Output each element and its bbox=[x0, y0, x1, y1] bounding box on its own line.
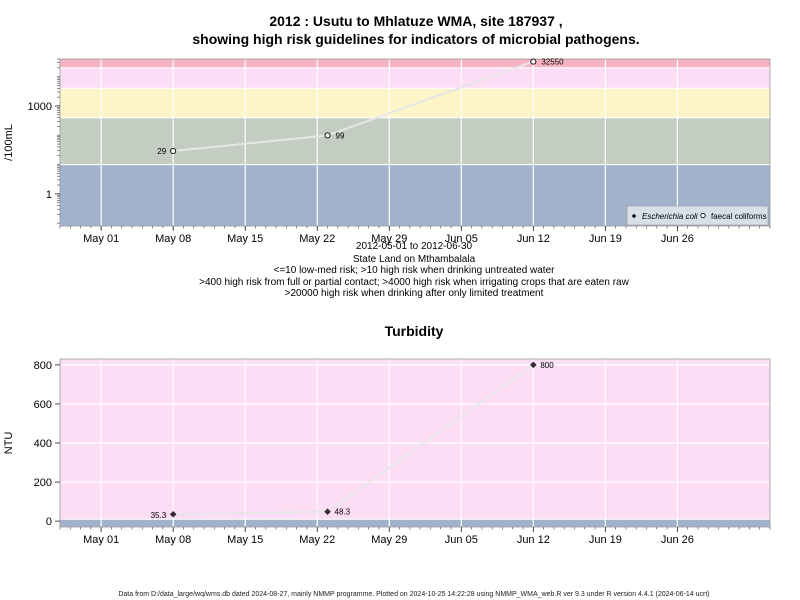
legend-label-ecoli: Escherichia coli bbox=[642, 212, 698, 221]
x-tick-label: Jun 05 bbox=[445, 534, 478, 546]
y-tick-label: 0 bbox=[46, 516, 52, 528]
x-tick-label: Jun 05 bbox=[445, 233, 478, 245]
x-tick-label: Jun 12 bbox=[517, 534, 550, 546]
turbidity-chart: May 01 May 08 May 15 May 22 May 29 Jun 05 Jun … bbox=[3, 358, 771, 546]
data-label: 32550 bbox=[541, 58, 564, 67]
y-tick-label: 200 bbox=[34, 477, 52, 489]
x-tick-label: May 22 bbox=[299, 233, 335, 245]
y-tick-label: 1 bbox=[46, 189, 52, 201]
risk-band bbox=[60, 519, 770, 527]
y-tick-label: 800 bbox=[34, 360, 52, 372]
legend: Escherichia coli faecal coliforms bbox=[626, 205, 769, 226]
footer-note: Data from D:/data_large/wq/wms.db dated … bbox=[118, 591, 709, 598]
x-tick-label: Jun 12 bbox=[517, 233, 550, 245]
x-tick-label: Jun 19 bbox=[589, 233, 622, 245]
data-label: 99 bbox=[336, 131, 345, 140]
x-tick-label: May 01 bbox=[83, 534, 119, 546]
risk-band bbox=[60, 88, 770, 118]
microbial-chart: May 01 May 08 May 15 May 22 May 29 Jun 05 Jun … bbox=[3, 58, 771, 245]
legend-circle-icon bbox=[700, 212, 706, 219]
x-tick-label: Jun 26 bbox=[661, 534, 694, 546]
y-tick-label: 400 bbox=[34, 438, 52, 450]
guideline-text-2: >400 high risk from full or partial cont… bbox=[199, 277, 629, 288]
data-point-diamond bbox=[169, 510, 177, 518]
x-tick-label: May 15 bbox=[227, 233, 263, 245]
data-point-circle bbox=[324, 132, 331, 139]
risk-band bbox=[60, 359, 770, 520]
x-tick-label: Jun 26 bbox=[661, 233, 694, 245]
risk-band bbox=[60, 59, 770, 68]
y-axis-label: NTU bbox=[3, 432, 15, 455]
legend-box bbox=[626, 205, 769, 226]
data-point-circle bbox=[170, 147, 177, 155]
data-point-circle bbox=[530, 58, 537, 65]
figure-title-line2: showing high risk guidelines for indicat… bbox=[192, 31, 639, 47]
risk-band bbox=[60, 117, 770, 165]
date-range-text: 2012-05-01 to 2012-06-30 bbox=[356, 241, 473, 252]
guideline-text-1: <=10 low-med risk; >10 high risk when dr… bbox=[274, 265, 556, 276]
data-point-diamond bbox=[324, 508, 331, 515]
y-axis-label: /100mL bbox=[3, 124, 15, 161]
data-label: 29 bbox=[157, 147, 166, 156]
x-tick-label: May 01 bbox=[83, 233, 119, 245]
data-label: 35.3 bbox=[151, 511, 167, 520]
x-tick-label: May 22 bbox=[299, 534, 335, 546]
x-tick-label: May 29 bbox=[371, 233, 407, 245]
data-label: 48.3 bbox=[335, 508, 351, 517]
x-tick-label: May 29 bbox=[371, 534, 407, 546]
y-tick-label: 600 bbox=[34, 399, 52, 411]
guideline-text-3: >20000 high risk when drinking after onl… bbox=[285, 288, 544, 299]
guideline-notes: 2012-05-01 to 2012-06-30 State Land on M… bbox=[199, 241, 629, 299]
figure-title-line1: 2012 : Usutu to Mhlatuze WMA, site 18793… bbox=[269, 13, 562, 29]
site-name-text: State Land on Mthambalala bbox=[353, 254, 476, 265]
x-tick-label: May 08 bbox=[155, 233, 191, 245]
y-tick-label: 1000 bbox=[28, 101, 52, 113]
x-tick-label: Jun 19 bbox=[589, 534, 622, 546]
plot-frame bbox=[59, 58, 771, 227]
x-tick-label: May 15 bbox=[227, 534, 263, 546]
data-label: 800 bbox=[540, 361, 554, 370]
data-point-diamond bbox=[530, 361, 537, 369]
x-tick-label: May 08 bbox=[155, 534, 191, 546]
turbidity-title: Turbidity bbox=[385, 323, 444, 339]
risk-band bbox=[60, 67, 770, 89]
legend-label-faecal: faecal coliforms bbox=[711, 212, 767, 221]
legend-diamond-icon bbox=[631, 213, 637, 219]
